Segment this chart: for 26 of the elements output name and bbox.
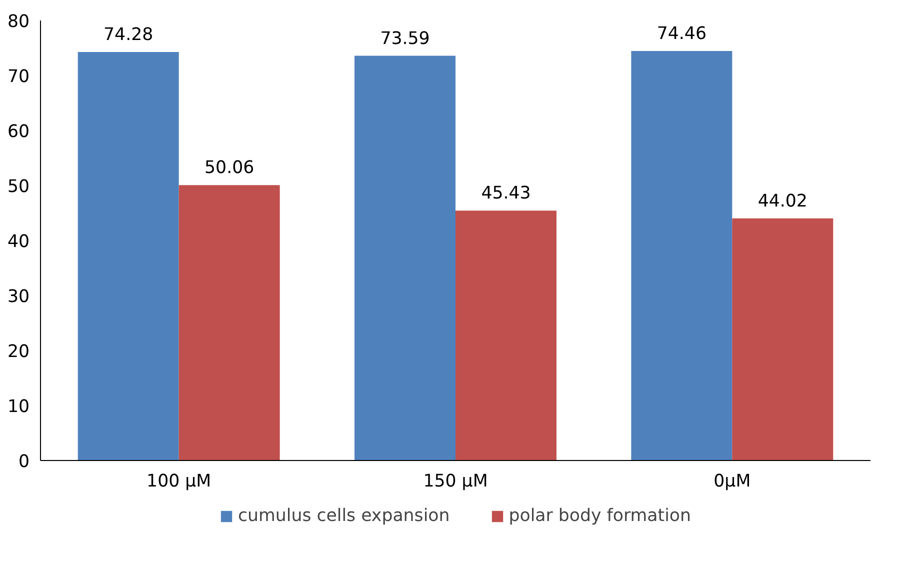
y-tick-label: 20 <box>7 342 30 362</box>
x-tick-label: 100 µM <box>146 472 212 492</box>
bar <box>732 218 834 460</box>
data-label: 44.02 <box>758 191 808 212</box>
data-label: 73.59 <box>380 28 430 49</box>
bar <box>456 210 556 460</box>
y-tick-label: 60 <box>7 122 30 142</box>
bar <box>78 52 179 460</box>
y-tick-label: 50 <box>7 177 30 197</box>
bar <box>354 56 456 460</box>
y-tick-label: 10 <box>7 397 30 417</box>
data-label: 45.43 <box>481 184 531 204</box>
legend-label: cumulus cells expansion <box>238 506 450 526</box>
bar <box>178 185 280 460</box>
y-tick-label: 70 <box>7 67 30 87</box>
data-label: 74.46 <box>656 24 706 44</box>
x-tick-label: 0µM <box>714 472 751 492</box>
legend-label: polar body formation <box>508 506 691 526</box>
y-tick-label: 30 <box>7 287 30 307</box>
y-tick-label: 40 <box>7 232 30 252</box>
x-tick-label: 150 µM <box>423 472 488 492</box>
bar <box>631 50 732 460</box>
data-label: 50.06 <box>204 158 254 178</box>
y-tick-label: 0 <box>18 452 30 472</box>
y-tick-label: 80 <box>7 12 30 32</box>
data-label: 74.28 <box>104 24 154 45</box>
